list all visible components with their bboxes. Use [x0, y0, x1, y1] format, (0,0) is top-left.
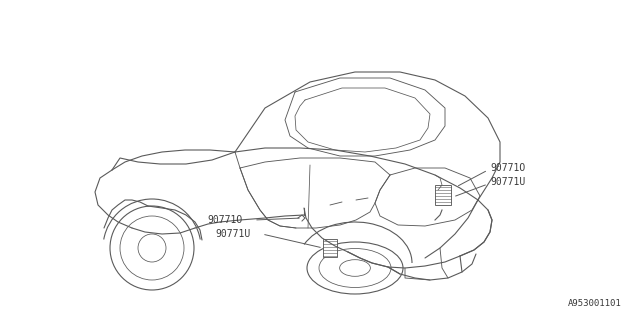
Text: A953001101: A953001101 [568, 299, 622, 308]
Text: 90771U: 90771U [215, 229, 250, 239]
Bar [323, 239, 337, 257]
Text: 90771O: 90771O [490, 163, 525, 173]
Bar [435, 185, 451, 205]
Text: 90771O: 90771O [207, 215, 243, 225]
Text: 90771U: 90771U [490, 177, 525, 187]
